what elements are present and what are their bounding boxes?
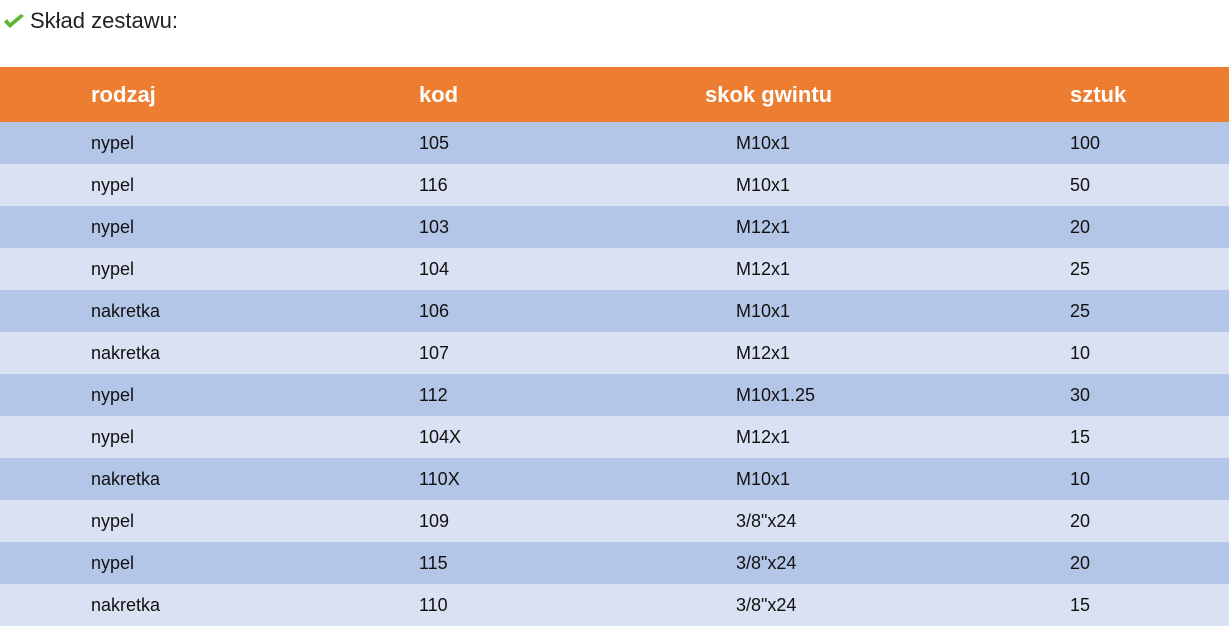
- cell-rodzaj: nypel: [0, 374, 419, 416]
- table-row: nypel 104X M12x1 15: [0, 416, 1229, 458]
- cell-kod: 104X: [419, 416, 705, 458]
- table-row: nypel 109 3/8"x24 20: [0, 500, 1229, 542]
- cell-skok-gwintu: M10x1.25: [705, 374, 1070, 416]
- cell-skok-gwintu: M12x1: [705, 248, 1070, 290]
- cell-sztuk: 50: [1070, 164, 1229, 206]
- cell-sztuk: 15: [1070, 584, 1229, 626]
- column-header-sztuk: sztuk: [1070, 67, 1229, 122]
- cell-sztuk: 20: [1070, 542, 1229, 584]
- kit-contents-table: rodzaj kod skok gwintu sztuk nypel 105 M10…: [0, 67, 1229, 626]
- column-header-kod: kod: [419, 67, 705, 122]
- table-row: nakretka 107 M12x1 10: [0, 332, 1229, 374]
- cell-rodzaj: nakretka: [0, 458, 419, 500]
- cell-rodzaj: nypel: [0, 416, 419, 458]
- table-row: nakretka 110 3/8"x24 15: [0, 584, 1229, 626]
- column-header-rodzaj: rodzaj: [0, 67, 419, 122]
- cell-kod: 112: [419, 374, 705, 416]
- table-row: nypel 105 M10x1 100: [0, 122, 1229, 164]
- cell-skok-gwintu: M10x1: [705, 290, 1070, 332]
- cell-skok-gwintu: M10x1: [705, 122, 1070, 164]
- table-row: nakretka 110X M10x1 10: [0, 458, 1229, 500]
- cell-kod: 109: [419, 500, 705, 542]
- cell-kod: 103: [419, 206, 705, 248]
- cell-rodzaj: nypel: [0, 122, 419, 164]
- cell-sztuk: 30: [1070, 374, 1229, 416]
- cell-kod: 116: [419, 164, 705, 206]
- cell-skok-gwintu: M12x1: [705, 206, 1070, 248]
- table-row: nypel 115 3/8"x24 20: [0, 542, 1229, 584]
- checkmark-icon: [4, 14, 24, 28]
- cell-skok-gwintu: M10x1: [705, 164, 1070, 206]
- table-row: nypel 112 M10x1.25 30: [0, 374, 1229, 416]
- heading-text: Skład zestawu:: [30, 8, 178, 33]
- cell-skok-gwintu: 3/8"x24: [705, 500, 1070, 542]
- cell-sztuk: 10: [1070, 458, 1229, 500]
- cell-rodzaj: nypel: [0, 248, 419, 290]
- cell-sztuk: 20: [1070, 206, 1229, 248]
- table-row: nypel 103 M12x1 20: [0, 206, 1229, 248]
- cell-rodzaj: nypel: [0, 164, 419, 206]
- cell-rodzaj: nypel: [0, 206, 419, 248]
- column-header-skok-gwintu: skok gwintu: [705, 67, 1070, 122]
- cell-kod: 107: [419, 332, 705, 374]
- table-row: nakretka 106 M10x1 25: [0, 290, 1229, 332]
- cell-rodzaj: nakretka: [0, 584, 419, 626]
- cell-kod: 106: [419, 290, 705, 332]
- cell-sztuk: 15: [1070, 416, 1229, 458]
- section-heading: Skład zestawu:: [2, 6, 178, 36]
- cell-kod: 110X: [419, 458, 705, 500]
- cell-sztuk: 20: [1070, 500, 1229, 542]
- cell-skok-gwintu: M12x1: [705, 332, 1070, 374]
- cell-skok-gwintu: 3/8"x24: [705, 584, 1070, 626]
- table-header: rodzaj kod skok gwintu sztuk: [0, 67, 1229, 122]
- cell-kod: 110: [419, 584, 705, 626]
- table-row: nypel 104 M12x1 25: [0, 248, 1229, 290]
- cell-sztuk: 100: [1070, 122, 1229, 164]
- cell-skok-gwintu: M10x1: [705, 458, 1070, 500]
- cell-rodzaj: nypel: [0, 542, 419, 584]
- cell-kod: 104: [419, 248, 705, 290]
- table-row: nypel 116 M10x1 50: [0, 164, 1229, 206]
- cell-rodzaj: nakretka: [0, 290, 419, 332]
- cell-kod: 105: [419, 122, 705, 164]
- cell-skok-gwintu: M12x1: [705, 416, 1070, 458]
- cell-sztuk: 25: [1070, 248, 1229, 290]
- cell-sztuk: 10: [1070, 332, 1229, 374]
- cell-rodzaj: nakretka: [0, 332, 419, 374]
- cell-rodzaj: nypel: [0, 500, 419, 542]
- cell-sztuk: 25: [1070, 290, 1229, 332]
- cell-kod: 115: [419, 542, 705, 584]
- cell-skok-gwintu: 3/8"x24: [705, 542, 1070, 584]
